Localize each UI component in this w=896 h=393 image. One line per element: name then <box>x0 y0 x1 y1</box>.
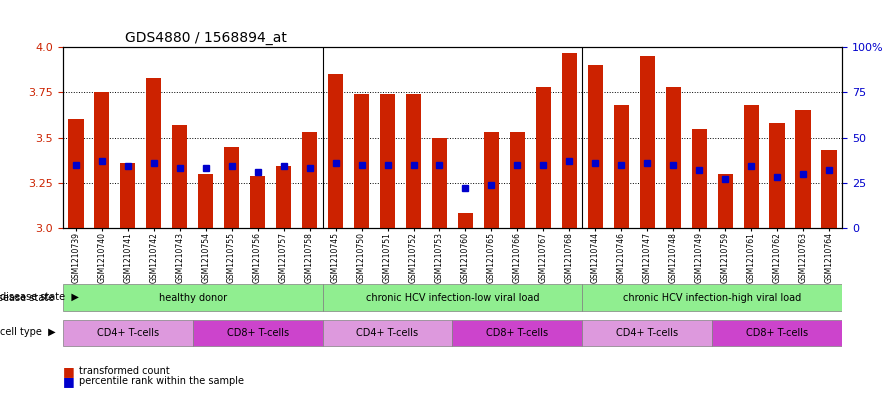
Bar <box>406 94 421 228</box>
Bar <box>640 56 655 228</box>
FancyBboxPatch shape <box>582 285 842 311</box>
Bar <box>354 94 369 228</box>
Bar <box>380 94 395 228</box>
Bar <box>68 119 83 228</box>
FancyBboxPatch shape <box>63 285 323 311</box>
Bar <box>224 147 239 228</box>
Bar <box>250 176 265 228</box>
Text: disease state  ▶: disease state ▶ <box>0 292 79 301</box>
Bar <box>198 174 213 228</box>
Bar <box>94 92 109 228</box>
Bar <box>822 150 837 228</box>
Text: GDS4880 / 1568894_at: GDS4880 / 1568894_at <box>125 31 287 45</box>
Text: CD4+ T-cells: CD4+ T-cells <box>616 328 678 338</box>
Text: ■: ■ <box>63 375 74 388</box>
Text: chronic HCV infection-high viral load: chronic HCV infection-high viral load <box>624 293 801 303</box>
Bar <box>432 138 447 228</box>
Text: CD4+ T-cells: CD4+ T-cells <box>97 328 159 338</box>
Bar <box>172 125 187 228</box>
Text: CD4+ T-cells: CD4+ T-cells <box>357 328 418 338</box>
FancyBboxPatch shape <box>193 320 323 346</box>
Bar <box>614 105 629 228</box>
Bar <box>302 132 317 228</box>
Bar <box>328 74 343 228</box>
Text: healthy donor: healthy donor <box>159 293 227 303</box>
Bar <box>146 78 161 228</box>
Text: ■: ■ <box>63 365 74 378</box>
Bar <box>588 65 603 228</box>
Bar <box>536 87 551 228</box>
Bar <box>276 167 291 228</box>
Bar <box>744 105 759 228</box>
Bar <box>458 213 473 228</box>
Text: chronic HCV infection-low viral load: chronic HCV infection-low viral load <box>366 293 539 303</box>
Text: CD8+ T-cells: CD8+ T-cells <box>487 328 548 338</box>
Text: disease state: disease state <box>0 293 54 303</box>
FancyBboxPatch shape <box>452 320 582 346</box>
Text: CD8+ T-cells: CD8+ T-cells <box>227 328 289 338</box>
FancyBboxPatch shape <box>582 320 712 346</box>
Text: CD8+ T-cells: CD8+ T-cells <box>746 328 808 338</box>
Bar <box>770 123 785 228</box>
FancyBboxPatch shape <box>323 320 452 346</box>
Bar <box>718 174 733 228</box>
FancyBboxPatch shape <box>63 320 193 346</box>
Text: cell type  ▶: cell type ▶ <box>0 327 56 337</box>
Bar <box>510 132 525 228</box>
Bar <box>692 129 707 228</box>
Text: percentile rank within the sample: percentile rank within the sample <box>79 376 244 386</box>
Bar <box>796 110 811 228</box>
Bar <box>562 53 577 228</box>
Text: transformed count: transformed count <box>79 366 169 376</box>
FancyBboxPatch shape <box>323 285 582 311</box>
FancyBboxPatch shape <box>712 320 842 346</box>
Bar <box>666 87 681 228</box>
Bar <box>120 163 135 228</box>
Bar <box>484 132 499 228</box>
